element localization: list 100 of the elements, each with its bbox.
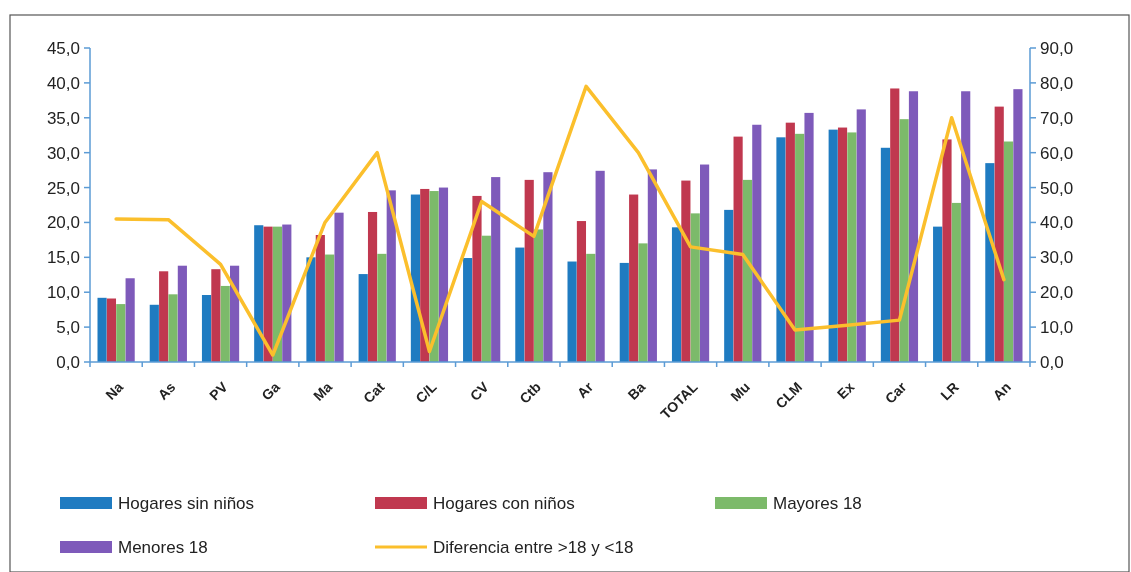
bar <box>638 243 648 362</box>
bar <box>420 188 430 362</box>
bar <box>671 227 682 362</box>
legend-label: Diferencia entre >18 y <18 <box>433 537 634 557</box>
bar <box>890 88 900 362</box>
bar <box>106 298 117 362</box>
bar <box>177 265 187 362</box>
y2-tick-label: 80,0 <box>1040 73 1074 93</box>
bar <box>315 235 325 362</box>
x-tick-label: As <box>154 378 179 403</box>
bar <box>386 190 396 362</box>
bar <box>899 119 909 362</box>
bar <box>619 262 629 362</box>
bar <box>804 112 814 362</box>
y2-tick-label: 90,0 <box>1040 38 1074 58</box>
y-tick-label: 0,0 <box>56 352 80 372</box>
bar <box>367 211 378 362</box>
bar <box>168 294 178 362</box>
bar <box>263 226 273 362</box>
bar <box>586 253 596 362</box>
bar <box>742 179 753 362</box>
bar <box>358 274 368 362</box>
bar <box>700 164 710 362</box>
bar <box>472 195 482 362</box>
bar <box>856 109 866 362</box>
y-tick-label: 20,0 <box>46 213 80 233</box>
y2-tick-label: 10,0 <box>1040 318 1074 338</box>
bar <box>491 177 501 362</box>
bar <box>211 269 221 362</box>
bar <box>752 124 762 362</box>
x-tick-label: Na <box>102 378 127 403</box>
bar <box>837 127 848 362</box>
bar <box>951 202 961 362</box>
bar <box>724 209 734 362</box>
bar <box>438 187 449 362</box>
bar <box>429 191 439 362</box>
bar <box>116 304 126 362</box>
bar <box>847 132 857 362</box>
x-tick-label: Ma <box>310 378 336 404</box>
bar <box>1003 141 1014 362</box>
bar <box>1013 89 1023 362</box>
y-tick-label: 5,0 <box>56 318 80 338</box>
y2-tick-label: 60,0 <box>1040 143 1074 163</box>
y-tick-label: 10,0 <box>46 283 80 303</box>
bar <box>690 213 700 362</box>
bar <box>463 258 473 362</box>
bar <box>908 91 919 362</box>
bar <box>543 172 553 362</box>
bar <box>776 137 786 362</box>
bar <box>306 257 316 362</box>
x-tick-label: Mu <box>727 378 753 405</box>
bar <box>681 180 691 362</box>
bar <box>325 254 335 362</box>
bar <box>985 163 995 362</box>
y-tick-label: 15,0 <box>46 248 80 268</box>
bar <box>595 170 605 362</box>
bar <box>201 295 212 362</box>
x-tick-label: PV <box>206 378 232 404</box>
y-tick-label: 35,0 <box>46 108 80 128</box>
bar <box>933 226 943 362</box>
bar <box>159 271 169 362</box>
y2-tick-label: 20,0 <box>1040 283 1074 303</box>
bar <box>880 147 890 362</box>
y2-tick-label: 40,0 <box>1040 213 1074 233</box>
legend-label: Hogares con niños <box>433 493 575 513</box>
y-tick-label: 45,0 <box>46 38 80 58</box>
bar <box>942 139 952 362</box>
x-tick-label: C/L <box>412 378 440 407</box>
bar <box>125 278 135 362</box>
bar <box>647 169 657 362</box>
bar <box>272 226 283 362</box>
y2-tick-label: 30,0 <box>1040 248 1074 268</box>
y-tick-label: 25,0 <box>46 178 80 198</box>
bar <box>377 253 387 362</box>
y-tick-label: 40,0 <box>46 73 80 93</box>
y2-tick-label: 50,0 <box>1040 178 1074 198</box>
bar <box>254 225 264 362</box>
bar <box>733 136 743 362</box>
legend-label: Menores 18 <box>118 537 208 557</box>
line-series <box>114 84 1006 357</box>
legend-label: Mayores 18 <box>773 493 862 513</box>
bar <box>515 247 525 362</box>
x-tick-label: Ba <box>624 378 649 403</box>
bar <box>230 265 240 362</box>
x-tick-label: Cat <box>360 378 388 407</box>
bar <box>533 229 544 362</box>
bar <box>334 212 344 362</box>
legend-label: Hogares sin niños <box>118 493 255 513</box>
bar <box>994 106 1004 362</box>
bar <box>567 261 577 362</box>
bar <box>576 221 587 362</box>
bar <box>149 304 159 362</box>
y2-tick-label: 70,0 <box>1040 108 1074 128</box>
x-tick-label: LR <box>937 378 962 404</box>
x-tick-label: Ar <box>573 378 597 402</box>
x-tick-label: Ga <box>258 378 284 404</box>
bar <box>524 179 534 362</box>
bar <box>481 235 491 362</box>
y-tick-label: 30,0 <box>46 143 80 163</box>
bar <box>795 133 805 362</box>
